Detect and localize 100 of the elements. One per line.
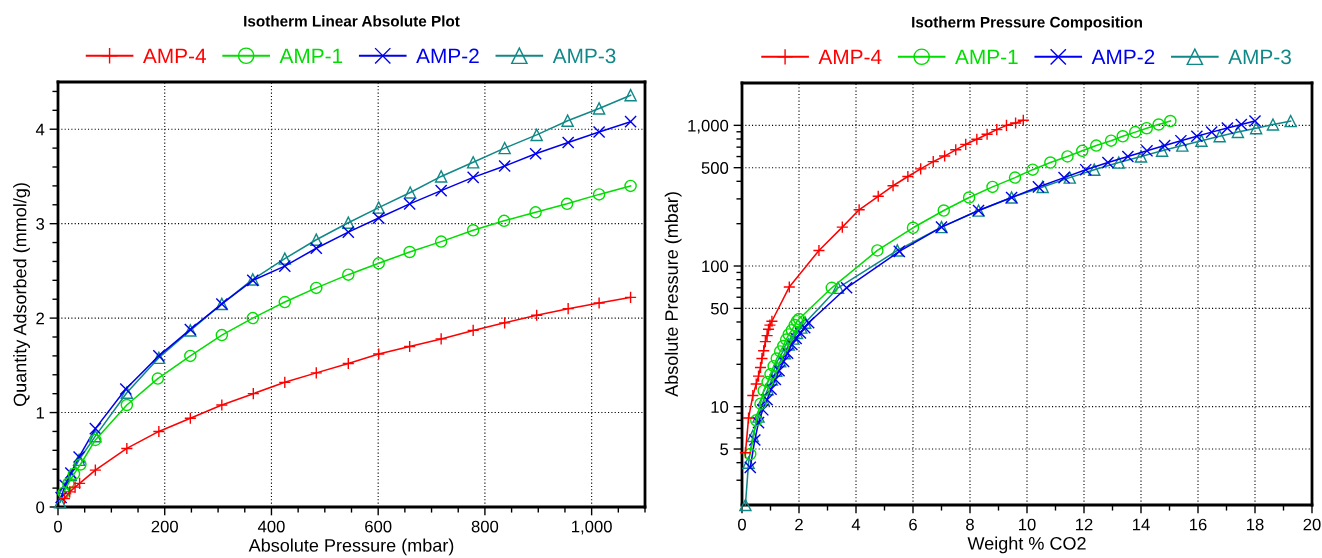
point <box>1121 150 1135 163</box>
legend-label: AMP-4 <box>142 48 206 64</box>
legend-label: AMP-3 <box>1228 49 1291 65</box>
point <box>1284 114 1297 128</box>
point <box>742 411 755 425</box>
point <box>215 328 229 342</box>
point <box>785 323 799 337</box>
point <box>962 191 976 204</box>
x-tick-label: 4 <box>851 518 861 531</box>
point <box>372 257 385 270</box>
point <box>592 102 606 115</box>
point <box>1221 121 1234 135</box>
point <box>120 442 134 455</box>
point <box>748 433 762 447</box>
point <box>949 143 963 157</box>
point <box>970 133 984 146</box>
point <box>310 233 323 246</box>
point <box>342 225 355 239</box>
point <box>529 206 542 219</box>
point <box>783 280 796 294</box>
point <box>184 411 197 425</box>
y-tick-label: 1,000 <box>688 119 729 134</box>
x-tick-label: 0 <box>54 520 62 533</box>
point <box>434 170 448 183</box>
point <box>434 332 448 346</box>
point <box>561 302 575 315</box>
x-tick-label: 800 <box>471 520 499 533</box>
point <box>1000 119 1013 132</box>
point <box>57 486 70 500</box>
x-tick-label: 16 <box>1190 518 1207 531</box>
point <box>744 461 757 474</box>
point <box>624 115 637 128</box>
point <box>434 184 448 197</box>
x-tick-label: 200 <box>151 520 178 533</box>
legend-label: AMP-4 <box>818 49 882 65</box>
point <box>1057 171 1071 184</box>
point <box>739 498 752 512</box>
point <box>852 203 866 217</box>
point <box>278 252 292 265</box>
point <box>763 318 777 332</box>
point <box>1195 134 1208 147</box>
point <box>749 377 763 391</box>
point <box>624 291 637 304</box>
x-tick-label: 8 <box>966 518 974 531</box>
point <box>372 347 385 361</box>
point <box>1112 156 1126 169</box>
point <box>1129 125 1142 139</box>
point <box>1190 129 1204 143</box>
point <box>742 456 755 469</box>
point <box>752 369 765 383</box>
point <box>1176 139 1189 152</box>
point <box>1116 130 1130 143</box>
point <box>246 311 260 325</box>
x-tick-label: 20 <box>1303 518 1321 531</box>
point <box>980 127 994 141</box>
point <box>836 220 849 234</box>
point <box>62 477 75 490</box>
point <box>782 328 795 341</box>
x-tick-label: 18 <box>1247 518 1264 531</box>
point <box>1076 144 1089 158</box>
point <box>1008 171 1022 184</box>
point <box>498 316 511 330</box>
point <box>120 386 134 399</box>
legend-label: AMP-2 <box>416 48 479 64</box>
point <box>561 136 575 149</box>
y-tick-label: 5 <box>720 443 729 456</box>
point <box>120 398 134 412</box>
point <box>1152 118 1165 131</box>
point <box>372 211 385 225</box>
y-tick-label: 10 <box>711 401 729 413</box>
point <box>788 318 801 332</box>
point <box>812 244 826 257</box>
point <box>1063 171 1077 184</box>
point <box>89 422 102 435</box>
point <box>937 204 951 217</box>
point <box>756 403 770 417</box>
point <box>1036 180 1049 194</box>
point <box>278 376 292 389</box>
y-axis-title: Absolute Pressure (mbar) <box>664 192 682 397</box>
point <box>1205 125 1218 139</box>
point <box>560 197 574 211</box>
point <box>1140 121 1153 135</box>
point <box>746 429 760 443</box>
legend-label: AMP-3 <box>552 48 616 64</box>
point <box>1061 150 1074 163</box>
point <box>89 433 102 447</box>
x-tick-label: 0 <box>738 518 746 531</box>
point <box>592 296 606 310</box>
point <box>760 329 774 342</box>
point <box>761 375 774 389</box>
point <box>152 425 166 438</box>
x-tick-label: 2 <box>795 518 803 531</box>
point <box>831 281 845 295</box>
legend-label: AMP-1 <box>955 49 1018 65</box>
point <box>466 224 480 237</box>
point <box>746 389 760 402</box>
point <box>1104 134 1118 147</box>
y-tick-label: 1 <box>36 407 44 419</box>
point <box>434 235 448 248</box>
point <box>403 245 416 259</box>
